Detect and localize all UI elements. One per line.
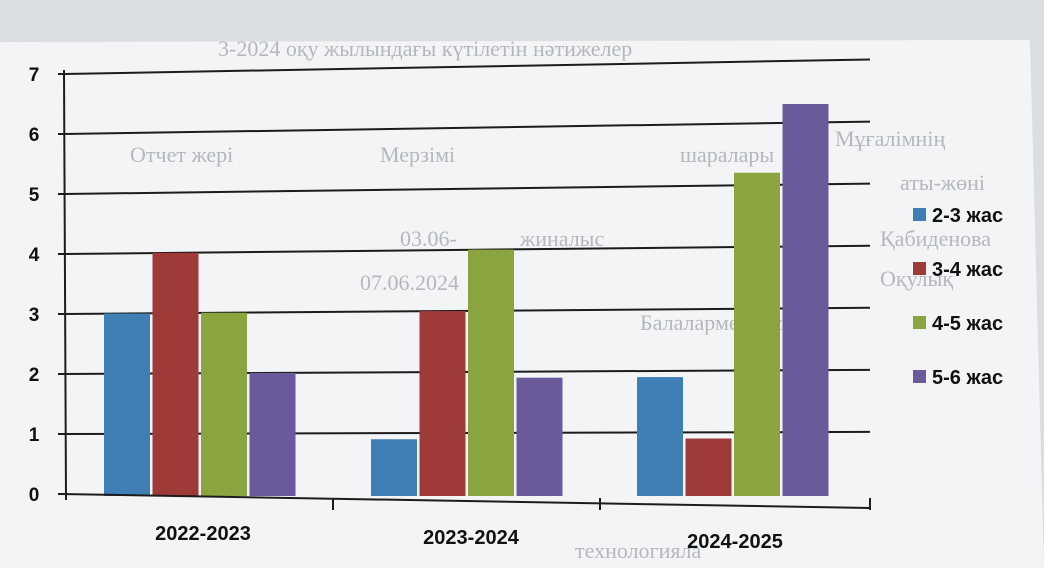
bg-text-col4: Отчет жері: [130, 142, 233, 167]
y-tick-label: 0: [29, 485, 40, 506]
bg-text-date2: 07.06.2024: [360, 270, 459, 295]
bar: [782, 103, 829, 496]
y-tick-labels: 0 1 2 3 4 5 6 7: [29, 65, 40, 506]
y-tick-label: 2: [29, 365, 40, 386]
y-tick-label: 5: [29, 185, 40, 206]
bg-text-person: Қабиденова: [880, 226, 991, 251]
x-category-labels: 2022-2023 2023-2024 2024-2025: [155, 523, 783, 553]
x-category-label: 2022-2023: [155, 523, 251, 545]
bg-text-meeting: жиналыс: [519, 226, 604, 251]
x-category-label: 2023-2024: [423, 527, 520, 549]
legend-label: 5-6 жас: [932, 367, 1003, 389]
bg-text-tech: технологияла: [575, 538, 701, 563]
bg-text-col1: Мұғалімнің: [835, 126, 945, 151]
legend-label: 4-5 жас: [932, 313, 1003, 335]
bar: [201, 312, 247, 496]
axes-group: [58, 69, 871, 510]
bg-text-heading: 3-2024 оқу жылындағы күтілетін нәтижелер: [218, 36, 632, 61]
legend-label: 3-4 жас: [932, 259, 1003, 281]
legend-swatch: [913, 262, 926, 275]
bar: [516, 377, 563, 496]
bg-text-col3: Мерзімі: [380, 142, 455, 167]
legend-label: 2-3 жас: [932, 205, 1003, 227]
bar: [104, 313, 150, 496]
x-category-label: 2024-2025: [687, 531, 783, 553]
bar: [468, 249, 514, 496]
legend-swatch: [913, 316, 926, 329]
bar: [152, 252, 199, 496]
bar: [419, 311, 466, 496]
gridline: [63, 120, 871, 135]
x-axis-line: [59, 493, 871, 509]
background-print: 3-2024 оқу жылындағы күтілетін нәтижелер…: [130, 36, 991, 563]
bar: [371, 439, 417, 496]
bar: [734, 172, 780, 497]
y-tick-label: 3: [29, 305, 40, 326]
bg-text-col2: шаралары: [680, 142, 774, 167]
bar: [637, 377, 683, 496]
bar: [249, 372, 296, 496]
legend-swatch: [913, 370, 926, 383]
y-tick-label: 7: [29, 65, 40, 86]
y-tick-label: 1: [29, 425, 40, 446]
y-tick-label: 6: [29, 125, 40, 146]
bg-text-name: аты-жөні: [900, 170, 985, 195]
legend: 2-3 жас 3-4 жас 4-5 жас 5-6 жас: [913, 205, 1003, 389]
legend-swatch: [913, 208, 926, 221]
gridline: [63, 58, 871, 75]
y-tick-label: 4: [29, 245, 40, 266]
bar: [685, 438, 732, 496]
bg-text-date1: 03.06-: [400, 226, 457, 251]
bars-group: [104, 103, 829, 497]
y-axis-line: [63, 69, 67, 501]
